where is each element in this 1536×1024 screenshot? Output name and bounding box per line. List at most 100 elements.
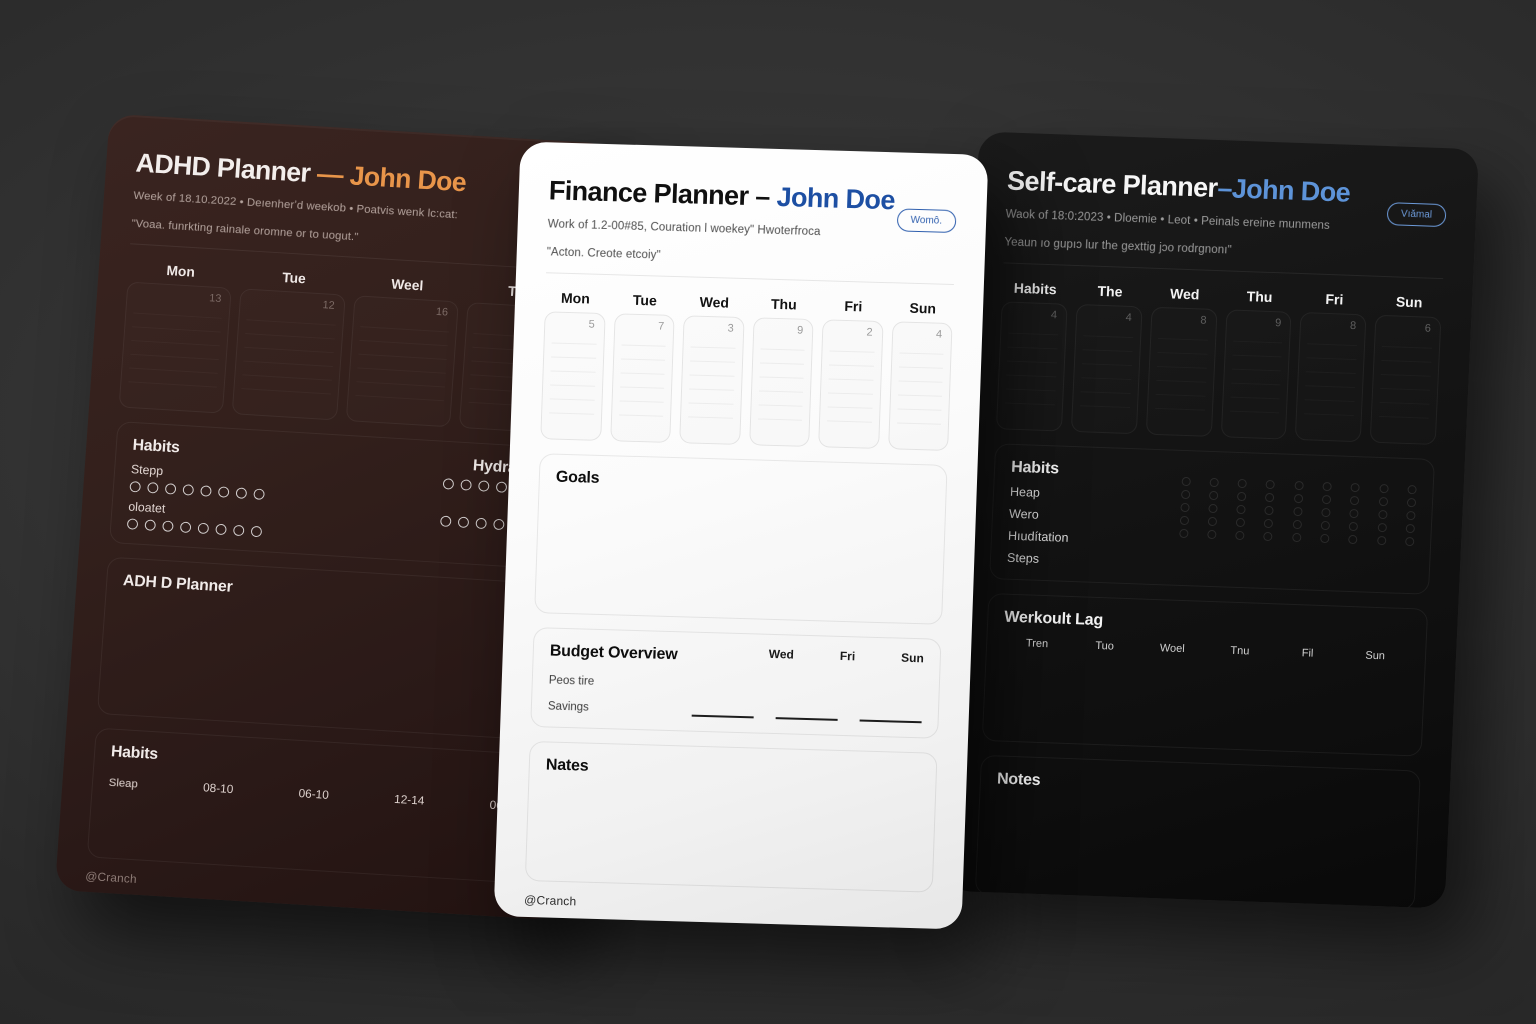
selfcare-card-header: Self-care Planner–John Doe Vıǎmal Waok o… [1003, 165, 1447, 279]
finance-day-column[interactable]: Thu 9 [748, 295, 815, 447]
adhd-day-column[interactable]: Weel 16 [345, 273, 460, 427]
selfcare-habits-table: Habits Heap Wero Hıudítation Steps [1007, 458, 1418, 578]
selfcare-day-box[interactable]: 6 [1369, 314, 1442, 445]
finance-day-rules [549, 342, 597, 427]
selfcare-habits-names: Habits Heap Wero Hıudítation Steps [1007, 458, 1182, 570]
adhd-planner-section-body[interactable] [115, 590, 534, 725]
finance-title-main: Finance Planner [548, 175, 756, 212]
finance-notes-body[interactable] [542, 774, 919, 877]
finance-title-accent: John Doe [776, 181, 896, 216]
adhd-day-box[interactable]: 16 [345, 294, 459, 427]
adhd-week-grid: Mon 13 Tue 12 Weel 16 [118, 260, 574, 434]
finance-goals-body[interactable] [552, 486, 930, 609]
adhd-day-column[interactable]: Tue 12 [231, 266, 347, 421]
adhd-day-box[interactable]: 12 [231, 288, 346, 421]
selfcare-habits-title: Habits [1010, 458, 1060, 478]
finance-budget-panel: Budget Overview Wed Fri Sun Peos tire Sa… [530, 626, 942, 739]
selfcare-workout-day: Fil [1301, 646, 1314, 660]
finance-day-column[interactable]: Mon 5 [540, 289, 606, 441]
selfcare-planner-card[interactable]: Self-care Planner–John Doe Vıǎmal Waok o… [944, 131, 1480, 909]
selfcare-workout-title: Werkoult Lag [1004, 608, 1104, 629]
finance-day-number: 3 [727, 322, 734, 335]
selfcare-day-column[interactable]: Fri 8 [1295, 290, 1368, 442]
finance-day-name: Mon [560, 289, 591, 307]
finance-meta-line-2: "Acton. Creote etcoiy" [546, 245, 661, 262]
selfcare-day-column[interactable]: Wed 8 [1145, 284, 1218, 437]
finance-day-rules [896, 352, 944, 437]
finance-day-rules [827, 350, 875, 435]
finance-budget-column-header: Fri [839, 648, 856, 663]
finance-planner-card[interactable]: Finance Planner – John Doe Womô. Work of… [493, 141, 989, 930]
adhd-sleep-value: 06-10 [298, 785, 330, 802]
finance-budget-row-label: Peos tire [548, 674, 595, 688]
adhd-card-header: ADHD Planner — John Doe Week of 18.10.20… [130, 147, 581, 271]
selfcare-workout-day: Sun [1365, 649, 1386, 662]
selfcare-habit-dot-grid[interactable] [1177, 465, 1417, 579]
selfcare-day-column[interactable]: Habits 4 [995, 279, 1069, 432]
adhd-sleep-label: Sleap [108, 776, 139, 790]
adhd-day-name: Mon [166, 261, 196, 280]
adhd-day-column[interactable]: Mon 13 [118, 260, 234, 414]
adhd-habits-panel: Habits Stepp oloatet Hydratisn Oeĺifl [109, 420, 563, 570]
finance-day-box[interactable]: 5 [540, 310, 606, 441]
finance-day-box[interactable]: 4 [887, 320, 953, 451]
selfcare-day-name: Fri [1325, 290, 1344, 308]
finance-day-box[interactable]: 2 [818, 318, 884, 449]
selfcare-day-number: 8 [1349, 319, 1357, 332]
selfcare-day-rules [1079, 335, 1133, 421]
finance-page-title: Finance Planner – John Doe [548, 175, 957, 217]
finance-day-box[interactable]: 7 [609, 312, 675, 443]
selfcare-day-column[interactable]: Thu 9 [1220, 287, 1293, 440]
finance-day-name: Sun [909, 299, 937, 317]
adhd-day-box[interactable]: 13 [118, 281, 233, 414]
finance-day-column[interactable]: Sun 4 [887, 299, 954, 451]
adhd-day-rules [354, 326, 449, 414]
finance-day-column[interactable]: Fri 2 [818, 297, 884, 449]
finance-header-divider [546, 271, 954, 285]
selfcare-day-column[interactable]: The 4 [1070, 282, 1144, 434]
selfcare-day-box[interactable]: 4 [1070, 303, 1143, 434]
selfcare-notes-panel: Notes [974, 754, 1421, 909]
selfcare-workout-day: Tnu [1230, 644, 1250, 658]
finance-budget-row-label: Savings [547, 700, 590, 714]
adhd-sleep-value: 12-14 [393, 791, 425, 808]
selfcare-day-name: Wed [1169, 285, 1200, 303]
finance-day-name: Fri [844, 297, 863, 315]
adhd-title-separator: — [316, 158, 351, 191]
selfcare-day-column[interactable]: Sun 6 [1369, 292, 1443, 445]
selfcare-day-box[interactable]: 4 [995, 300, 1068, 432]
selfcare-habits-panel: Habits Heap Wero Hıudítation Steps [989, 442, 1436, 595]
selfcare-title-accent: John Doe [1231, 173, 1351, 208]
selfcare-day-box[interactable]: 8 [1145, 306, 1218, 437]
finance-day-number: 4 [935, 328, 943, 341]
finance-day-name: Thu [770, 295, 797, 313]
finance-day-box[interactable]: 3 [679, 314, 745, 445]
selfcare-day-rules [1154, 338, 1208, 424]
selfcare-notes-body[interactable] [992, 788, 1402, 894]
selfcare-day-box[interactable]: 9 [1220, 309, 1292, 440]
finance-budget-row-blanks[interactable] [691, 714, 922, 723]
finance-budget-row-blanks[interactable] [693, 689, 923, 697]
adhd-sleep-value: 08-10 [202, 780, 234, 796]
finance-day-rules [618, 344, 666, 429]
finance-day-number: 9 [796, 324, 804, 337]
adhd-day-name: Tue [281, 268, 307, 286]
finance-day-column[interactable]: Tue 7 [609, 291, 676, 443]
finance-day-rules [757, 348, 805, 433]
finance-day-column[interactable]: Wed 3 [679, 293, 745, 445]
finance-day-box[interactable]: 9 [748, 316, 814, 447]
finance-meta-line-1: Work of 1.2-00#85, Couration l woekey" H… [547, 218, 821, 238]
finance-day-name: Wed [699, 293, 730, 311]
finance-day-number: 7 [657, 320, 665, 333]
finance-budget-rows: Peos tire Savings [548, 674, 923, 723]
selfcare-day-name: The [1097, 282, 1123, 300]
adhd-title-main: ADHD Planner [134, 147, 319, 189]
adhd-day-number: 12 [322, 298, 336, 312]
selfcare-day-box[interactable]: 8 [1295, 311, 1367, 442]
adhd-day-number: 13 [208, 292, 222, 305]
finance-day-rules [688, 346, 736, 431]
adhd-day-name: Weel [390, 275, 424, 294]
selfcare-workout-body[interactable] [999, 648, 1408, 740]
adhd-planner-section: ADH D Planner [96, 556, 553, 741]
selfcare-page-title: Self-care Planner–John Doe [1006, 165, 1447, 211]
